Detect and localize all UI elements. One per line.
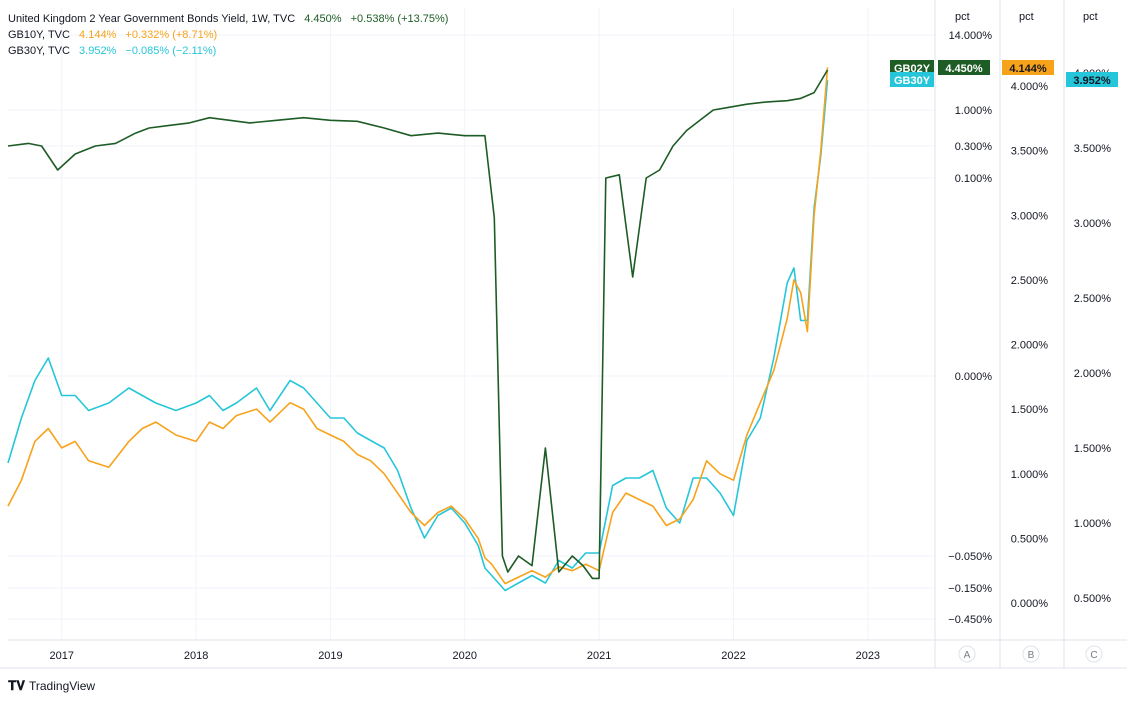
price-tag-gb02y: 4.450%: [945, 63, 983, 75]
price-tag-gb02y-bg: [938, 60, 990, 75]
axis-badge-c: [1085, 645, 1103, 663]
legend-value-gb30y: 3.952%: [79, 45, 117, 57]
axis-b-tick-label: 3.000%: [1011, 210, 1049, 222]
legend-value-gb10y: 4.144%: [79, 29, 117, 41]
series-line-gb30y: [7, 80, 829, 592]
axis-badge-label-b: B: [1028, 650, 1035, 661]
axis-c-tick-label: 3.500%: [1074, 143, 1112, 155]
legend-change-gb02y: +0.538% (+13.75%): [350, 13, 449, 25]
x-tick-label: 2019: [318, 650, 342, 662]
price-tag-gb30y: 3.952%: [1073, 75, 1111, 87]
legend-row-gb02y[interactable]: United Kingdom 2 Year Government Bonds Y…: [8, 11, 454, 27]
x-tick-label: 2021: [587, 650, 611, 662]
axis-a-tick-label: −0.450%: [948, 614, 992, 626]
legend-row-gb10y[interactable]: GB10Y, TVC 4.144% +0.332% (+8.71%): [8, 27, 454, 43]
series-line-gb10y: [7, 67, 829, 585]
axis-b-tick-label: 3.500%: [1011, 146, 1049, 158]
legend-name-gb02y: United Kingdom 2 Year Government Bonds Y…: [8, 13, 296, 25]
axis-badge-label-c: C: [1090, 650, 1097, 661]
axis-header-a: pct: [955, 11, 970, 23]
axis-b-tick-label: 0.000%: [1011, 598, 1049, 610]
series-tag-gb02y-bg: [890, 60, 934, 75]
axis-a-tick-label: 0.300%: [955, 141, 993, 153]
axis-b-tick-label: 4.000%: [1011, 81, 1049, 93]
x-tick-label: 2023: [856, 650, 880, 662]
tradingview-logo-icon[interactable]: 𝐓𝐕: [8, 678, 25, 693]
axis-a-tick-label: 1.000%: [955, 105, 993, 117]
axis-a-tick-label: 0.100%: [955, 173, 993, 185]
legend-row-gb30y[interactable]: GB30Y, TVC 3.952% −0.085% (−2.11%): [8, 43, 454, 59]
axis-c-tick-label: 3.000%: [1074, 218, 1112, 230]
legend-value-gb02y: 4.450%: [304, 13, 342, 25]
axis-a-tick-label: 0.000%: [955, 371, 993, 383]
series-tag-gb30y: GB30Y: [894, 75, 931, 87]
legend-name-gb30y: GB30Y, TVC: [8, 45, 70, 57]
legend-change-gb10y: +0.332% (+8.71%): [125, 29, 218, 41]
series-line-gb02y: [7, 69, 829, 580]
price-tag-gb10y-bg: [1002, 60, 1054, 75]
brand-name[interactable]: TradingView: [29, 679, 96, 693]
x-tick-label: 2017: [49, 650, 73, 662]
x-tick-label: 2022: [721, 650, 745, 662]
axis-c-tick-label: 2.500%: [1074, 293, 1112, 305]
axis-a-tick-label: −0.050%: [948, 551, 992, 563]
axis-badge-label-a: A: [964, 650, 971, 661]
axis-a-tick-label: 14.000%: [949, 30, 993, 42]
axis-badge-a: [958, 645, 976, 663]
axis-b-tick-label: 2.500%: [1011, 275, 1049, 287]
axis-layer: 2017 2018 2019 2020 2021 2022 2023 pct pct pct 14.…: [0, 0, 1127, 669]
axis-c-tick-label: 2.000%: [1074, 368, 1112, 380]
legend: United Kingdom 2 Year Government Bonds Y…: [8, 11, 454, 59]
legend-change-gb30y: −0.085% (−2.11%): [125, 45, 217, 57]
x-tick-label: 2020: [453, 650, 477, 662]
axis-header-c: pct: [1083, 11, 1098, 23]
axis-a-tick-label: −0.150%: [948, 583, 992, 595]
axis-badge-b: [1022, 645, 1040, 663]
footer: 𝐓𝐕 TradingView: [8, 678, 95, 694]
axis-b-tick-label: 1.500%: [1011, 404, 1049, 416]
axis-c-tick-label: 1.000%: [1074, 518, 1112, 530]
axis-b-tick-label: 0.500%: [1011, 533, 1049, 545]
legend-name-gb10y: GB10Y, TVC: [8, 29, 70, 41]
axis-header-b: pct: [1019, 11, 1034, 23]
axis-b-tick-label: 1.000%: [1011, 469, 1049, 481]
price-tag-gb30y-bg: [1066, 72, 1118, 87]
axis-c-tick-label: 0.500%: [1074, 593, 1112, 605]
x-tick-label: 2018: [184, 650, 208, 662]
series-layer: [7, 67, 829, 592]
axis-b-tick-label: 2.000%: [1011, 340, 1049, 352]
price-tag-gb10y: 4.144%: [1009, 63, 1047, 75]
axis-c-tick-label: 1.500%: [1074, 443, 1112, 455]
series-tag-gb30y-bg: [890, 72, 934, 87]
